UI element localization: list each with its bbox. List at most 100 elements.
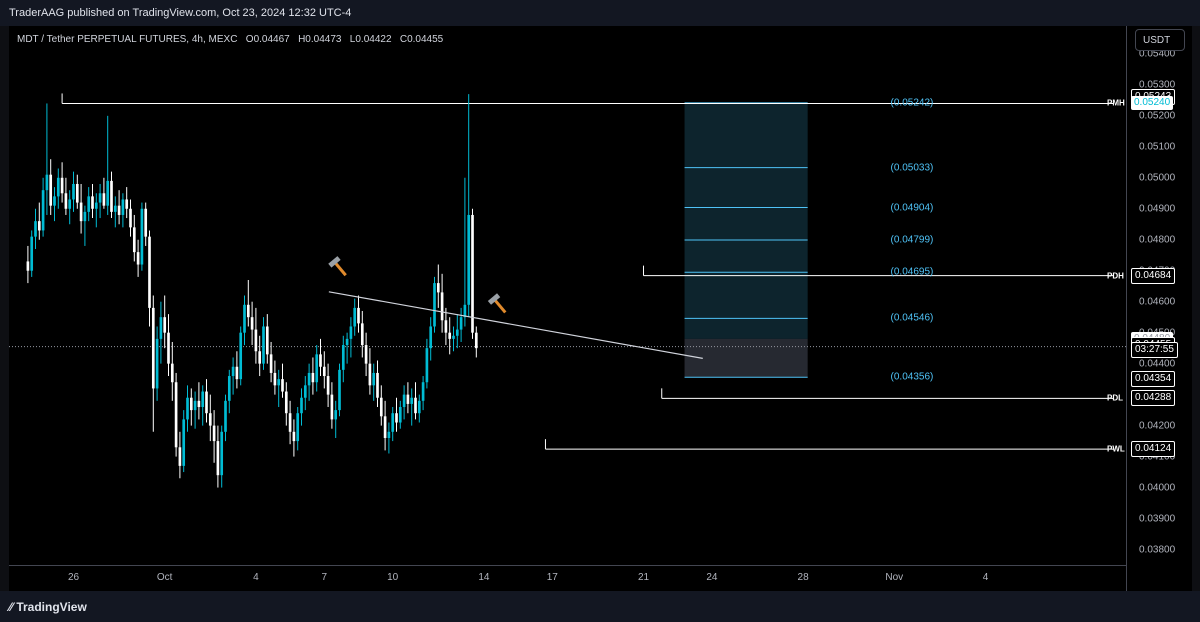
candle-body <box>30 236 34 271</box>
candle-body <box>197 400 201 408</box>
candle-body <box>102 193 106 206</box>
candle-body <box>444 320 448 333</box>
chart-area[interactable]: (0.05242) (0.05033) (0.04904) (0.04799) (0.0… <box>9 26 1126 565</box>
candle-body <box>136 252 140 265</box>
ohlc-close-label: C <box>399 34 408 45</box>
hammer-head <box>328 256 341 268</box>
candle-body <box>406 394 410 404</box>
candle-body <box>113 205 117 212</box>
candle-body <box>178 447 182 466</box>
candle-body <box>132 227 136 253</box>
symbol-name[interactable]: MDT / Tether PERPETUAL FUTURES, 4h, MEXC <box>17 34 238 45</box>
tradingview-logo-text: TradingView <box>16 600 87 614</box>
candle-body <box>87 196 91 212</box>
candle-body <box>98 193 102 203</box>
hammer-head <box>487 293 501 305</box>
currency-button[interactable]: USDT <box>1135 29 1185 51</box>
candle-body <box>45 174 49 191</box>
bottom-bar: ⁄⁄ TradingView <box>0 591 1200 622</box>
candle-body <box>357 307 360 324</box>
time-axis[interactable]: 26 Oct 4 7 10 14 17 21 24 28 Nov 4 <box>9 565 1126 592</box>
candle-body <box>440 292 444 321</box>
candle-body <box>224 400 227 432</box>
candle-body <box>159 317 163 339</box>
price-tick-label: 0.04200 <box>1139 420 1176 432</box>
candle-body <box>455 329 459 336</box>
candle-body <box>379 397 383 417</box>
candle-body <box>364 345 368 364</box>
candle-body <box>372 372 376 386</box>
candle-body <box>144 208 148 237</box>
time-tick-label: 24 <box>706 572 718 583</box>
candle-body <box>117 205 121 215</box>
candle-body <box>201 391 205 408</box>
candle-body <box>56 177 60 197</box>
candle-body <box>254 329 258 352</box>
candle-body <box>227 376 231 401</box>
top-bar: TraderAAG published on TradingView.com, … <box>0 0 1200 26</box>
price-tick-label: 0.05400 <box>1139 48 1176 60</box>
ohlc-close: 0.04455 <box>407 34 444 45</box>
candle-body <box>307 372 311 386</box>
price-tick-label: 0.03900 <box>1139 513 1176 525</box>
price-tick-label: 0.04900 <box>1139 203 1176 215</box>
candle-body <box>34 221 37 237</box>
candle-body <box>345 338 349 346</box>
candle-body <box>429 326 433 349</box>
price-chart-svg[interactable] <box>9 26 1126 565</box>
candle-body <box>239 332 243 380</box>
ohlc-high-label: H <box>298 34 306 45</box>
candle-body <box>273 372 277 386</box>
candle-body <box>91 196 94 209</box>
hammer-icon[interactable] <box>328 256 350 279</box>
fib-level-label: (0.04546) <box>890 312 934 324</box>
fib-level-label: (0.05033) <box>890 162 934 174</box>
candle-body <box>436 283 440 293</box>
candle-body <box>155 338 159 389</box>
time-tick-label: Oct <box>156 572 173 583</box>
candle-body <box>288 413 292 432</box>
fib-level-label: (0.04356) <box>890 371 934 383</box>
candle-body <box>41 190 45 231</box>
tradingview-logo[interactable]: ⁄⁄ TradingView <box>9 600 87 614</box>
price-axis[interactable]: 0.05400 0.05300 0.05200 0.05100 0.05000 0.049… <box>1126 26 1192 591</box>
candle-body <box>319 354 322 367</box>
candle-body <box>368 363 372 386</box>
candle-body <box>208 413 212 426</box>
time-tick-label: 28 <box>797 572 809 583</box>
candle-body <box>311 372 315 383</box>
candle-body <box>231 366 235 377</box>
candle-body <box>220 431 224 476</box>
time-tick-label: 17 <box>546 572 558 583</box>
candle-body <box>383 416 387 438</box>
hammer-icon[interactable] <box>487 293 510 316</box>
candle-body <box>205 391 208 414</box>
candle-body <box>341 345 345 370</box>
candle-body <box>467 214 471 305</box>
candle-body <box>410 397 414 404</box>
ohlc-open: 0.04467 <box>253 34 290 45</box>
time-tick-label: 7 <box>321 572 328 583</box>
ohlc-low-label: L <box>349 34 356 45</box>
candle-body <box>148 236 151 308</box>
candle-body <box>129 208 132 228</box>
chart-plot[interactable]: (0.05242) (0.05033) (0.04904) (0.04799) (0.0… <box>9 26 1126 565</box>
publish-info: TraderAAG published on TradingView.com, … <box>9 7 352 19</box>
candle-body <box>417 400 421 414</box>
time-tick-label: Nov <box>885 572 904 583</box>
ohlc-open-label: O <box>245 34 254 45</box>
candle-body <box>258 351 262 364</box>
candle-body <box>349 326 353 339</box>
level-tag-pdh: PDH <box>1107 271 1124 281</box>
candle-body <box>402 394 406 408</box>
price-tick-label: 0.04400 <box>1139 358 1176 370</box>
candle-body <box>463 304 467 318</box>
hammer-handle <box>334 262 347 277</box>
fib-level-label: (0.04799) <box>890 234 934 246</box>
level-tag-pdl: PDL <box>1107 393 1123 403</box>
candle-body <box>140 208 144 265</box>
price-tick-label: 0.04000 <box>1139 482 1176 494</box>
candle-body <box>125 199 129 209</box>
candle-body <box>391 413 395 432</box>
candle-body <box>186 397 189 420</box>
